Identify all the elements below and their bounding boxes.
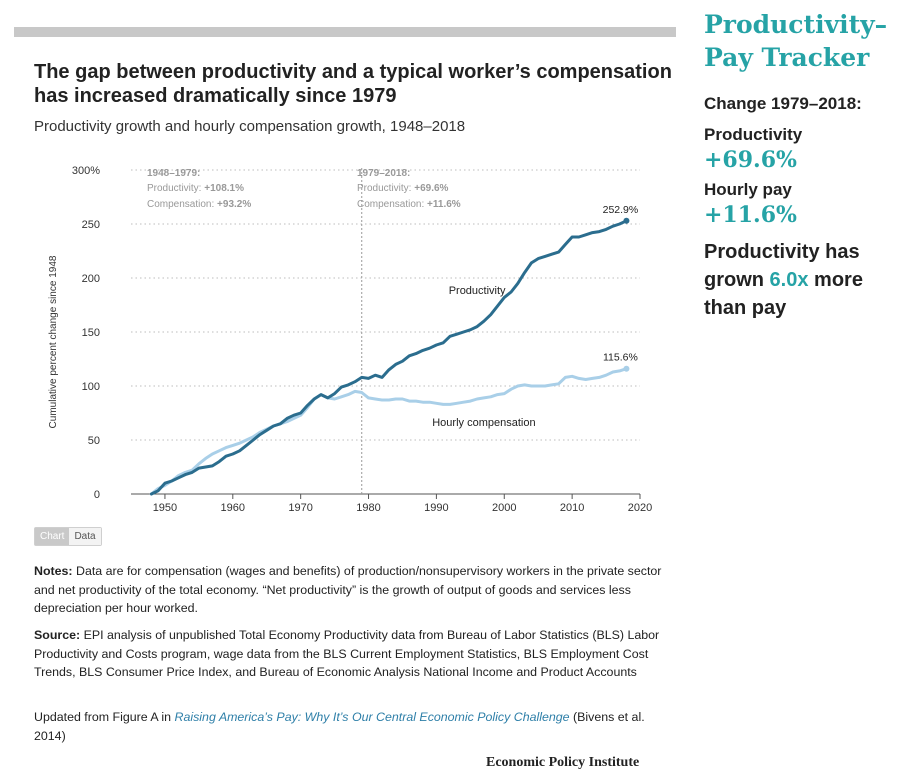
productivity-label: Productivity [704,125,803,144]
period2-annotation-heading: 1979–2018: [357,168,410,179]
compensation-end-label: 115.6% [603,352,638,364]
period2-annotation-productivity: Productivity: +69.6% [357,183,449,194]
compensation-end-point [623,365,630,372]
productivity-end-point [623,217,630,224]
x-tick-label: 2000 [492,502,516,514]
productivity-series-line [149,219,628,496]
tracker-title: Productivity–Pay Tracker [704,10,888,72]
view-toggle: Chart Data [34,527,102,546]
hourly-pay-label: Hourly pay [704,180,792,199]
x-tick-label: 1980 [356,502,380,514]
chart-tab[interactable]: Chart [35,528,70,545]
hourly-pay-value: +11.6% [704,202,797,228]
summary-statement: Productivity has grown 6.0x more than pa… [704,238,899,322]
x-tick-label: 1990 [424,502,448,514]
y-axis-label: Cumulative percent change since 1948 [48,255,59,428]
updated-suffix: (Bivens et al. 2014) [34,710,645,743]
summary-suffix: more than pay [704,269,863,319]
period1-annotation-productivity: Productivity: +108.1% [147,183,244,194]
change-label: Change 1979–2018: [704,94,862,113]
chart-title: The gap between productivity and a typic… [34,61,672,107]
chart-subtitle: Productivity growth and hourly compensat… [34,118,466,135]
y-tick-label: 0 [94,489,100,501]
notes-label: Notes: [34,564,73,578]
period2-annotation-compensation: Compensation: +11.6% [357,199,461,210]
data-tab[interactable]: Data [69,528,101,545]
y-tick-label: 150 [82,327,100,339]
updated-prefix: Updated from Figure A in [34,710,175,724]
productivity-end-label: 252.9% [603,204,639,216]
tracker-sidebar: Productivity–Pay Tracker Change 1979–201… [704,8,899,322]
x-tick-label: 1960 [221,502,245,514]
top-rule [14,27,676,37]
compensation-series-label: Hourly compensation [432,417,535,429]
y-tick-label: 250 [82,219,100,231]
source-text: EPI analysis of unpublished Total Econom… [34,628,660,680]
report-link[interactable]: Raising America’s Pay: Why It’s Our Cent… [174,710,570,724]
y-tick-label: 200 [82,273,100,285]
x-tick-label: 1970 [288,502,312,514]
period1-annotation-compensation: Compensation: +93.2% [147,199,251,210]
x-tick-label: 2020 [628,502,652,514]
y-tick-label: 50 [88,435,100,447]
y-tick-label: 100 [82,381,100,393]
x-tick-label: 1950 [153,502,177,514]
source-label: Source: [34,628,81,642]
line-chart: 0 50 100 150 200 250 300% 1950 1960 1970 1980 1990 2… [48,165,652,514]
notes: Notes: Data are for compensation (wages … [34,562,664,618]
brand-logo: Economic Policy Institute [486,755,640,770]
updated-note: Updated from Figure A in Raising America… [34,708,664,745]
x-tick-label: 2010 [560,502,584,514]
compensation-series-line [149,367,628,496]
y-tick-label: 300% [72,165,100,177]
productivity-value: +69.6% [704,147,797,173]
productivity-series-label: Productivity [449,285,506,297]
source: Source: EPI analysis of unpublished Tota… [34,626,664,682]
notes-text: Data are for compensation (wages and ben… [34,564,662,616]
period1-annotation-heading: 1948–1979: [147,168,200,179]
summary-multiplier: 6.0x [769,269,809,291]
summary-prefix: Productivity has grown [704,241,860,291]
